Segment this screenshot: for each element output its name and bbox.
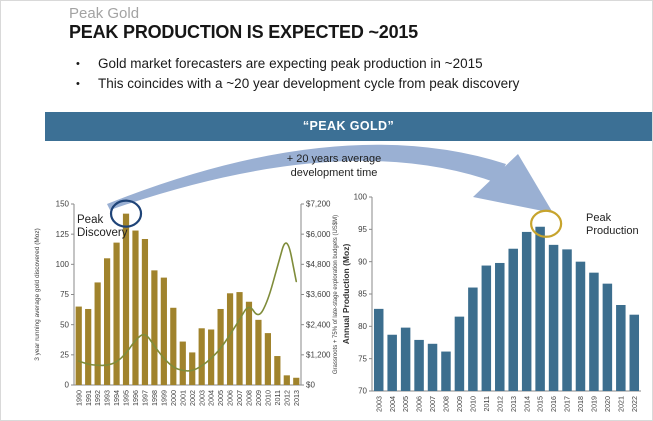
svg-text:2010: 2010 <box>263 390 272 406</box>
svg-text:2011: 2011 <box>482 396 491 411</box>
bullet-dot: • <box>76 58 80 70</box>
svg-text:2016: 2016 <box>549 396 558 412</box>
svg-text:2012: 2012 <box>495 396 504 412</box>
svg-text:$7,200: $7,200 <box>306 200 331 209</box>
svg-text:70: 70 <box>358 387 367 396</box>
page-title: PEAK PRODUCTION IS EXPECTED ~2015 <box>69 22 418 42</box>
svg-text:2002: 2002 <box>188 390 197 406</box>
svg-text:2018: 2018 <box>576 396 585 412</box>
bullet-text: This coincides with a ~20 year developme… <box>98 76 520 91</box>
arrow-band <box>107 144 506 210</box>
curved-arrow-icon <box>107 144 553 213</box>
svg-text:150: 150 <box>56 200 70 209</box>
bullet-list: • Gold market forecasters are expecting … <box>76 54 519 94</box>
peak-discovery-label: Peak Discovery <box>77 214 128 239</box>
svg-text:2001: 2001 <box>178 390 187 406</box>
svg-text:1993: 1993 <box>103 390 112 406</box>
svg-text:1991: 1991 <box>84 390 93 406</box>
arrow-head <box>473 154 553 213</box>
svg-text:2011: 2011 <box>273 390 282 405</box>
svg-text:1992: 1992 <box>93 390 102 406</box>
svg-text:1995: 1995 <box>122 390 131 406</box>
svg-text:Annual Production (Moz): Annual Production (Moz) <box>341 244 351 345</box>
svg-text:50: 50 <box>60 320 69 329</box>
svg-text:$6,000: $6,000 <box>306 230 331 239</box>
discovery-chart: 0 25 50 75 100 125 150 $0 $1,200 $2,400 $3,600 $4,8… <box>34 199 339 406</box>
svg-text:2009: 2009 <box>254 390 263 406</box>
svg-text:1990: 1990 <box>74 390 83 406</box>
svg-text:2012: 2012 <box>282 390 291 406</box>
svg-text:2003: 2003 <box>374 396 383 412</box>
svg-text:95: 95 <box>358 225 367 234</box>
svg-text:Grassroots + 75% of late-stage: Grassroots + 75% of late-stage explorati… <box>333 215 339 374</box>
svg-text:75: 75 <box>358 354 367 363</box>
svg-text:1994: 1994 <box>112 390 121 406</box>
svg-text:2014: 2014 <box>522 396 531 412</box>
svg-text:2020: 2020 <box>603 396 612 412</box>
svg-text:75: 75 <box>60 290 69 299</box>
svg-text:80: 80 <box>358 322 367 331</box>
svg-text:2007: 2007 <box>235 390 244 406</box>
svg-text:2015: 2015 <box>536 396 545 412</box>
kicker: Peak Gold <box>69 5 140 22</box>
svg-text:100: 100 <box>354 193 368 202</box>
svg-text:2003: 2003 <box>197 390 206 406</box>
svg-text:25: 25 <box>60 350 69 359</box>
svg-text:2008: 2008 <box>442 396 451 412</box>
bullet-dot: • <box>76 78 80 90</box>
svg-text:90: 90 <box>358 257 367 266</box>
svg-text:1998: 1998 <box>150 390 159 406</box>
svg-text:2019: 2019 <box>590 396 599 412</box>
svg-text:2007: 2007 <box>428 396 437 412</box>
svg-text:1999: 1999 <box>159 390 168 406</box>
svg-text:100: 100 <box>56 260 70 269</box>
note-line-2: development time <box>290 166 378 179</box>
svg-text:$2,400: $2,400 <box>306 320 331 329</box>
svg-text:2010: 2010 <box>468 396 477 412</box>
svg-text:2005: 2005 <box>401 396 410 412</box>
banner-text: “PEAK GOLD” <box>302 119 395 133</box>
svg-text:2022: 2022 <box>630 396 639 412</box>
svg-text:0: 0 <box>65 381 70 390</box>
svg-text:2004: 2004 <box>388 396 397 412</box>
svg-text:$0: $0 <box>306 381 315 390</box>
svg-text:2008: 2008 <box>245 390 254 406</box>
svg-text:2009: 2009 <box>455 396 464 412</box>
svg-text:3 year running average gold di: 3 year running average gold discovered (… <box>34 228 41 361</box>
svg-text:2004: 2004 <box>207 390 216 406</box>
svg-text:1996: 1996 <box>131 390 140 406</box>
svg-text:1997: 1997 <box>141 390 150 406</box>
svg-text:2006: 2006 <box>226 390 235 406</box>
production-chart: 70 75 80 85 90 95 100 2003 2004 2005 2006 2007 2008 2… <box>341 193 641 412</box>
svg-text:2005: 2005 <box>216 390 225 406</box>
svg-text:85: 85 <box>358 290 367 299</box>
svg-text:$4,800: $4,800 <box>306 260 331 269</box>
bullet-text: Gold market forecasters are expecting pe… <box>98 56 483 71</box>
svg-text:2017: 2017 <box>563 396 572 412</box>
development-time-note: + 20 years average development time <box>244 153 424 180</box>
svg-text:$3,600: $3,600 <box>306 290 331 299</box>
note-line-1: + 20 years average <box>286 153 382 165</box>
svg-text:2013: 2013 <box>509 396 518 412</box>
svg-text:2013: 2013 <box>292 390 301 406</box>
svg-text:125: 125 <box>56 230 70 239</box>
svg-text:2000: 2000 <box>169 390 178 406</box>
svg-text:2021: 2021 <box>616 396 625 412</box>
bullet-item: • This coincides with a ~20 year develop… <box>76 74 519 94</box>
peak-production-label: Peak Production <box>586 212 639 237</box>
peak-gold-banner: “PEAK GOLD” <box>45 112 652 141</box>
svg-text:2006: 2006 <box>415 396 424 412</box>
bullet-item: • Gold market forecasters are expecting … <box>76 54 519 74</box>
svg-text:$1,200: $1,200 <box>306 350 331 359</box>
